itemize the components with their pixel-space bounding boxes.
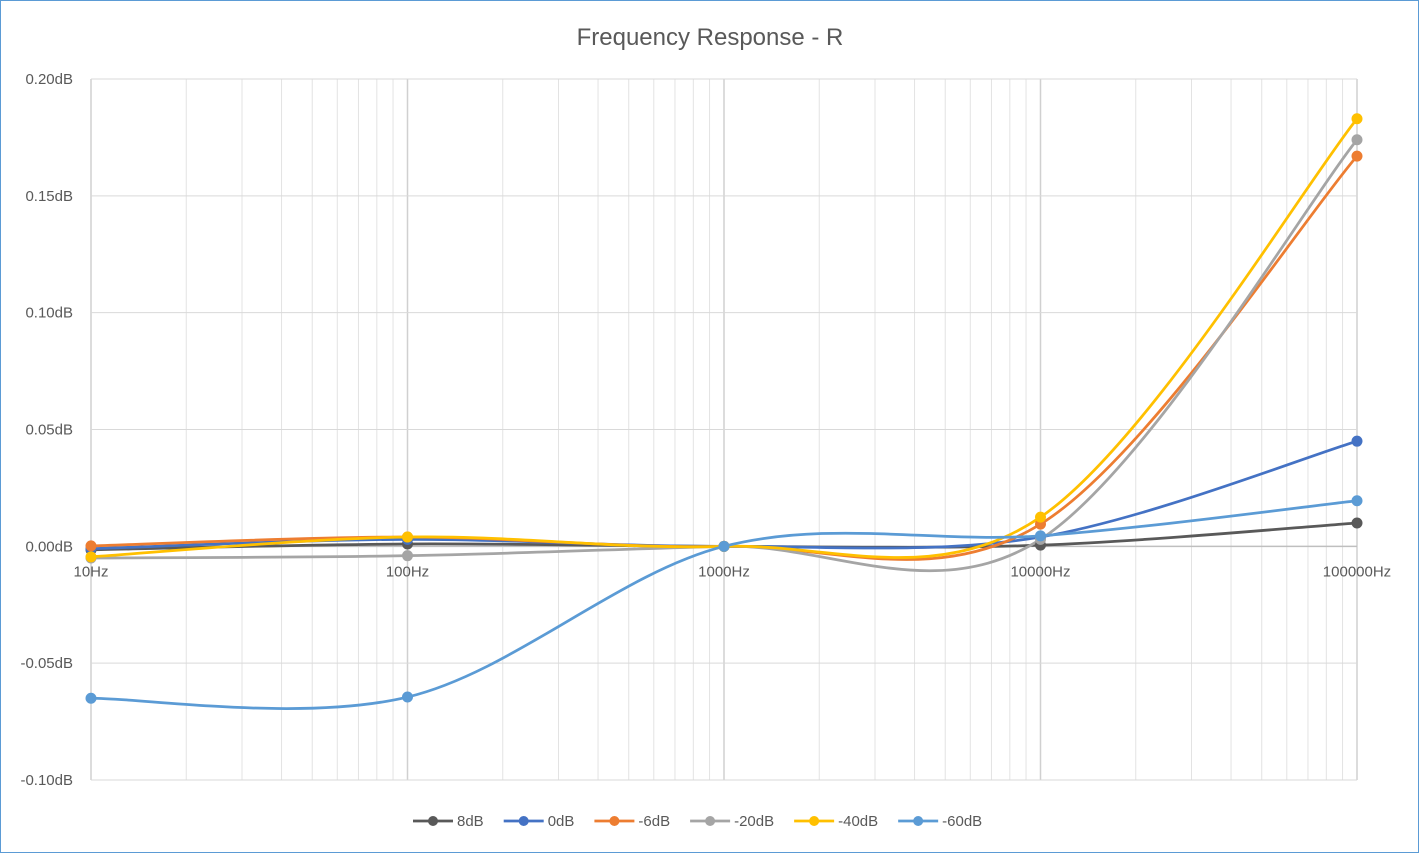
y-tick-label: 0.20dB xyxy=(25,71,73,88)
data-point xyxy=(402,531,413,543)
legend-swatch-marker xyxy=(913,816,924,826)
chart-title: Frequency Response - R xyxy=(577,24,844,51)
legend-label: -40dB xyxy=(838,813,878,830)
y-tick-label: 0.15dB xyxy=(25,188,73,205)
legend-swatch-marker xyxy=(609,816,620,826)
x-tick-labels: 10Hz 100Hz 1000Hz 10000Hz 100000Hz xyxy=(73,563,1391,580)
data-point xyxy=(1351,517,1363,529)
legend-item: 8dB xyxy=(413,813,484,830)
legend-item: -40dB xyxy=(794,813,878,830)
series-points xyxy=(85,113,1363,704)
legend-swatch-marker xyxy=(705,816,716,826)
y-tick-label: 0.05dB xyxy=(25,422,73,439)
legend-swatch-marker xyxy=(809,816,820,826)
data-point xyxy=(85,551,97,563)
legend-item: -60dB xyxy=(898,813,982,830)
data-point xyxy=(85,540,97,552)
legend: 8dB 0dB -6dB -20dB -40dB -60dB xyxy=(413,813,982,830)
x-tick-label: 10Hz xyxy=(73,563,108,580)
data-point xyxy=(1351,113,1363,125)
y-tick-label: 0.10dB xyxy=(25,305,73,322)
legend-swatch-marker xyxy=(428,816,438,826)
data-point xyxy=(1035,530,1046,542)
legend-swatch-marker xyxy=(518,816,529,826)
x-tick-label: 10000Hz xyxy=(1010,563,1070,580)
data-point xyxy=(402,550,413,562)
data-point xyxy=(1351,134,1363,146)
legend-label: 8dB xyxy=(457,813,484,830)
data-point xyxy=(718,540,730,552)
legend-item: 0dB xyxy=(503,813,575,830)
y-tick-label: 0.00dB xyxy=(25,538,73,555)
y-tick-labels: -0.10dB -0.05dB 0.00dB 0.05dB 0.10dB 0.15dB 0.… xyxy=(20,71,73,789)
data-point xyxy=(1035,511,1046,523)
grid xyxy=(90,78,1358,781)
x-tick-label: 100000Hz xyxy=(1323,563,1391,580)
legend-label: -60dB xyxy=(942,813,982,830)
legend-label: -20dB xyxy=(734,813,774,830)
x-tick-label: 100Hz xyxy=(386,563,429,580)
legend-label: -6dB xyxy=(638,813,670,830)
data-point xyxy=(1351,435,1363,447)
series-line-4 xyxy=(89,117,1359,559)
legend-item: -20dB xyxy=(690,813,774,830)
data-point xyxy=(402,691,413,703)
y-tick-label: -0.05dB xyxy=(20,655,73,672)
data-point xyxy=(1351,150,1363,162)
legend-label: 0dB xyxy=(548,813,575,830)
data-point xyxy=(1351,495,1363,507)
y-tick-label: -0.10dB xyxy=(20,772,73,789)
data-point xyxy=(85,692,97,704)
x-tick-label: 1000Hz xyxy=(698,563,750,580)
legend-item: -6dB xyxy=(594,813,670,830)
